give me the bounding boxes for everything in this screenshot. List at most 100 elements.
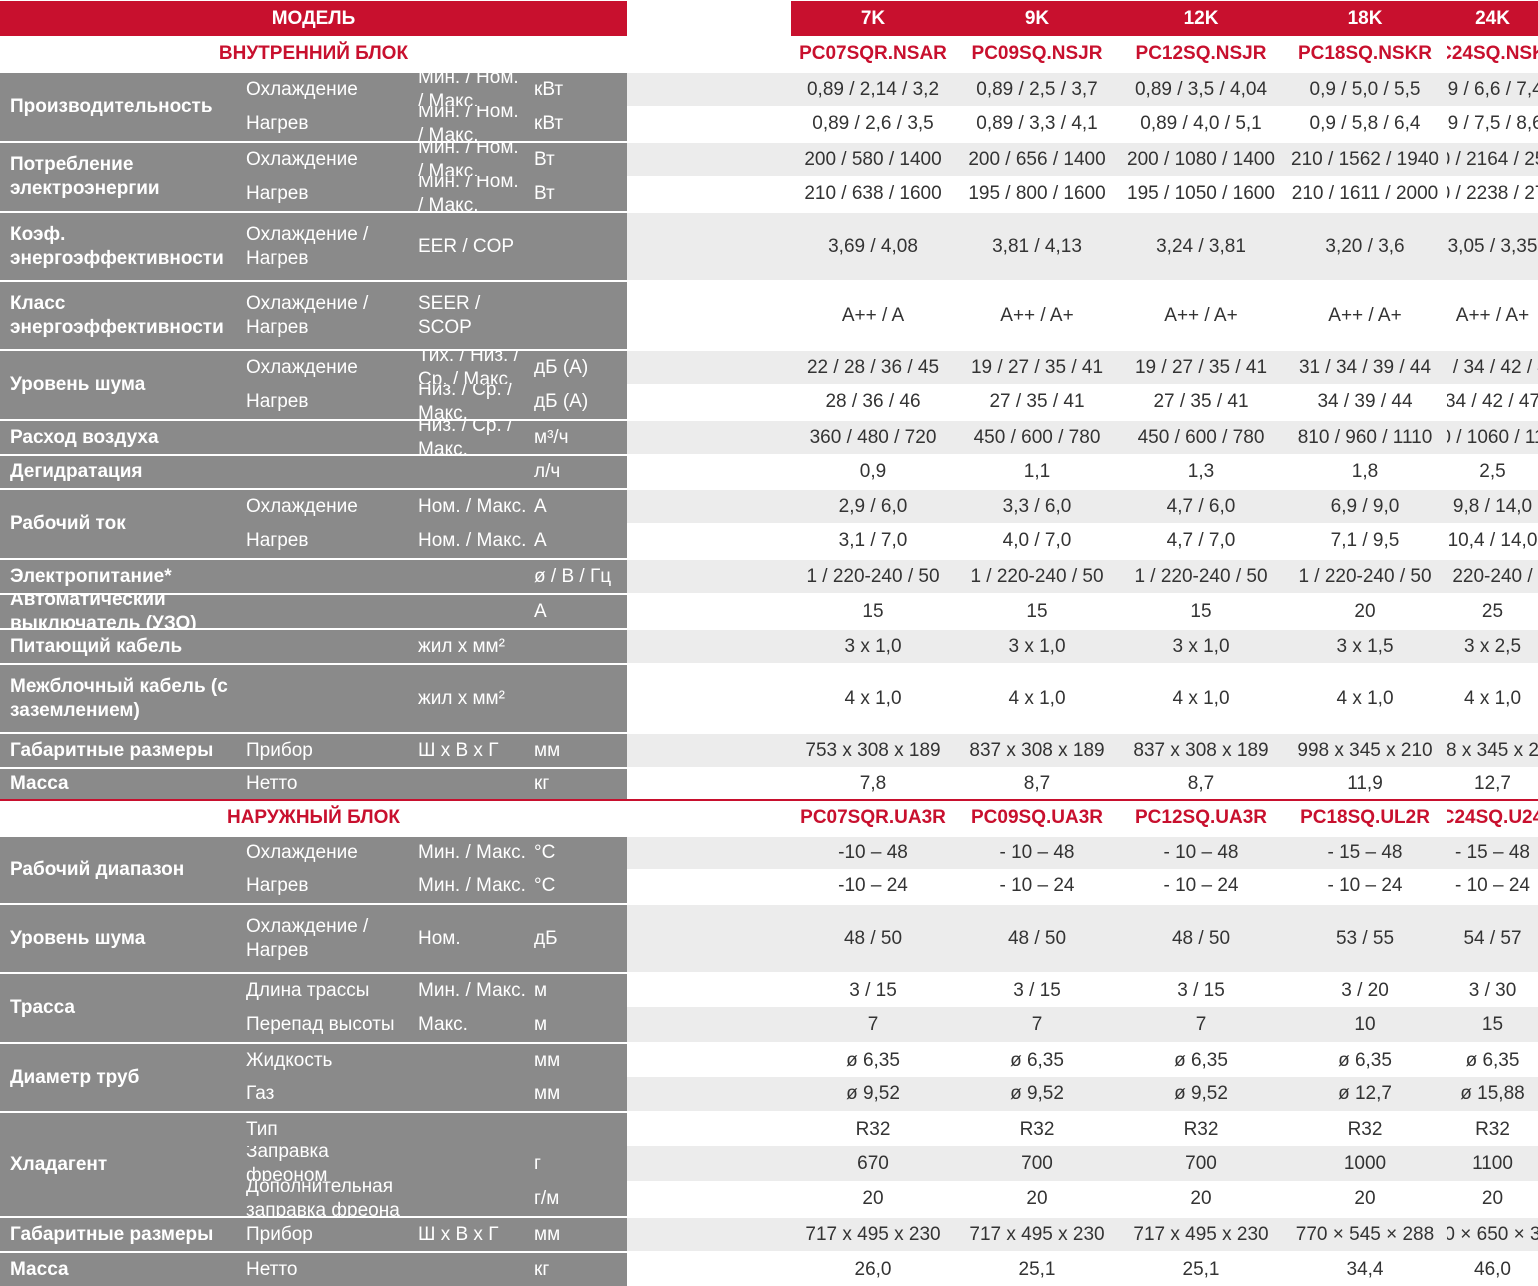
table-cell-value: 34 / 39 / 44	[1283, 384, 1447, 419]
table-cell-value: ø 12,7	[1283, 1077, 1447, 1111]
table-cell-value: 810 / 960 / 1110	[1283, 419, 1447, 454]
row-unit: кВт	[528, 71, 627, 106]
table-cell-value: R32	[791, 1111, 955, 1146]
row-unit-text: дБ	[534, 927, 558, 949]
row-parameter	[412, 1181, 528, 1216]
row-parameter	[412, 1077, 528, 1111]
row-parameter: Мин. / Макс.	[412, 835, 528, 869]
row-spacer	[627, 628, 791, 663]
row-sublabel: Газ	[240, 1077, 412, 1111]
table-cell-value: 27 / 35 / 41	[1119, 384, 1283, 419]
table-cell-value: 20	[1283, 1181, 1447, 1216]
row-parameter: Низ. / Ср. / Макс.	[412, 419, 528, 454]
table-cell-value: - 10 – 48	[955, 835, 1119, 869]
table-cell-value: 10,4 / 14,0	[1447, 523, 1538, 558]
table-cell-value: ø 6,35	[1283, 1042, 1447, 1077]
row-unit	[528, 628, 627, 663]
table-cell-value: 1000	[1283, 1146, 1447, 1181]
row-group-label: Масса	[0, 767, 240, 799]
row-parameter: Мин. / Ном. / Макс.	[412, 176, 528, 211]
table-cell-value: 31 / 34 / 39 / 44	[1283, 349, 1447, 384]
table-cell-value: - 10 – 24	[1119, 869, 1283, 903]
table-cell-value: 717 x 495 x 230	[791, 1216, 955, 1251]
table-cell-value: 210 / 1611 / 2000	[1283, 176, 1447, 211]
row-group-label: Уровень шума	[0, 349, 240, 419]
row-unit-text: °C	[534, 875, 556, 896]
row-spacer	[627, 419, 791, 454]
table-cell-value: 210 / 638 / 1600	[791, 176, 955, 211]
row-sublabel: Нетто	[240, 767, 412, 799]
row-spacer	[627, 1181, 791, 1216]
table-cell-value: 7,8	[791, 767, 955, 799]
table-cell-value: 870 × 650 × 330	[1447, 1216, 1538, 1251]
row-group-label: Производительность	[0, 71, 240, 141]
row-unit: мм	[528, 1216, 627, 1251]
row-group-label: Коэф. энергоэффективности	[0, 211, 240, 280]
row-parameter-text: Ном. / Макс.	[418, 529, 527, 551]
row-parameter	[412, 1111, 528, 1146]
table-cell-value: - 15 – 48	[1447, 835, 1538, 869]
row-group-label: Рабочий ток	[0, 488, 240, 558]
table-cell-value: 25	[1447, 593, 1538, 628]
table-cell-value: 20	[1119, 1181, 1283, 1216]
table-cell-value: ø 9,52	[955, 1077, 1119, 1111]
row-unit-text: м³/ч	[534, 426, 569, 448]
table-cell-value: 6,9 / 9,0	[1283, 488, 1447, 523]
outdoor-section-title: НАРУЖНЫЙ БЛОК	[0, 799, 627, 835]
row-parameter: Ш x В x Г	[412, 1216, 528, 1251]
row-unit: г	[528, 1146, 627, 1181]
row-sublabel: Нагрев	[240, 523, 412, 558]
table-cell-value: 8,7	[1119, 767, 1283, 799]
row-parameter	[412, 454, 528, 488]
table-cell-value: 34,4	[1283, 1251, 1447, 1286]
table-cell-value: - 15 – 48	[1283, 835, 1447, 869]
row-parameter: жил x мм²	[412, 628, 528, 663]
row-parameter-text: Низ. / Ср. / Макс.	[418, 384, 513, 419]
row-spacer	[627, 523, 791, 558]
table-cell-value: 1,1	[955, 454, 1119, 488]
row-sublabel-empty	[240, 628, 412, 663]
row-unit-text: мм	[534, 1223, 561, 1245]
table-cell-value: 195 / 1050 / 1600	[1119, 176, 1283, 211]
table-cell-value: ø 9,52	[791, 1077, 955, 1111]
row-parameter	[412, 558, 528, 593]
row-parameter-text: Мин. / Ном. / Макс.	[418, 106, 519, 141]
row-parameter: Мин. / Ном. / Макс.	[412, 141, 528, 176]
row-unit: дБ (А)	[528, 384, 627, 419]
row-unit: °C	[528, 869, 627, 903]
table-cell-value: R32	[1283, 1111, 1447, 1146]
table-cell-value: - 10 – 24	[1447, 869, 1538, 903]
row-parameter-text: Мин. / Ном. / Макс.	[418, 141, 519, 176]
table-cell-value: 26,0	[791, 1251, 955, 1286]
row-group-label: Габаритные размеры	[0, 1216, 240, 1251]
table-cell-value: 3 / 20	[1283, 972, 1447, 1007]
row-unit: мм	[528, 1042, 627, 1077]
row-unit: дБ (А)	[528, 349, 627, 384]
row-spacer	[627, 972, 791, 1007]
row-unit: кг	[528, 767, 627, 799]
table-cell-value: 1 / 220-240 / 50	[1447, 558, 1538, 593]
table-cell-value: 450 / 600 / 780	[955, 419, 1119, 454]
row-group-label: Дегидратация	[0, 454, 240, 488]
table-cell-value: ø 6,35	[791, 1042, 955, 1077]
model-column-header: 18K	[1283, 1, 1447, 36]
table-cell-value: 210 / 2238 / 2750	[1447, 176, 1538, 211]
table-cell-value: 837 x 308 x 189	[1119, 732, 1283, 767]
table-cell-value: 210 / 2164 / 2500	[1447, 141, 1538, 176]
row-unit-text: А	[534, 529, 547, 551]
row-parameter-text: Ном. / Макс.	[418, 495, 527, 517]
row-unit-text: °C	[534, 842, 556, 863]
row-spacer	[627, 454, 791, 488]
table-cell-value: 27 / 35 / 41	[955, 384, 1119, 419]
row-spacer	[627, 349, 791, 384]
table-cell-value: 9,8 / 14,0	[1447, 488, 1538, 523]
table-cell-value: 4,7 / 6,0	[1119, 488, 1283, 523]
row-parameter	[412, 767, 528, 799]
row-sublabel: Охлаждение	[240, 141, 412, 176]
row-unit-text: ø / В / Гц	[534, 565, 612, 587]
row-unit: кВт	[528, 106, 627, 141]
table-cell-value: 1 / 220-240 / 50	[791, 558, 955, 593]
table-cell-value: 11,9	[1283, 767, 1447, 799]
row-parameter-text: Низ. / Ср. / Макс.	[418, 419, 513, 454]
row-sublabel: Охлаждение / Нагрев	[240, 280, 412, 349]
